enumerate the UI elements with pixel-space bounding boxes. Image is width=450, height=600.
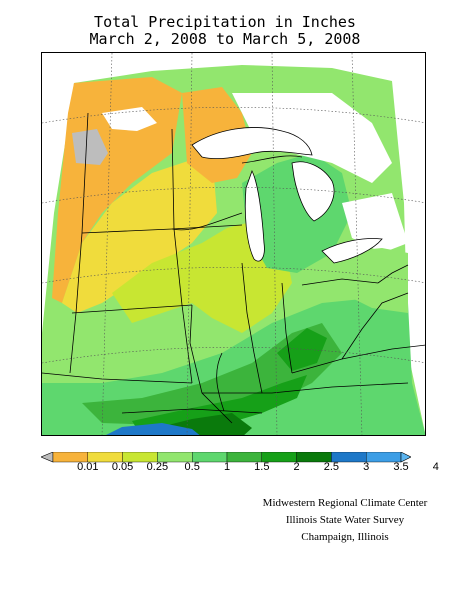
legend-label: 0.25	[146, 461, 169, 473]
legend-label: 1	[223, 461, 231, 473]
legend-label: 2.5	[323, 461, 340, 473]
zone-blue	[106, 423, 200, 435]
zone-darkgreen-east	[277, 328, 327, 371]
credit-organization: Midwestern Regional Climate Center	[262, 497, 428, 509]
border-line	[121, 408, 263, 414]
great-lakes	[191, 127, 383, 264]
graticule-line	[42, 266, 425, 284]
legend-label: 1.5	[254, 461, 270, 473]
graticule-line	[351, 53, 363, 435]
border-line	[42, 372, 193, 384]
border-line	[171, 128, 193, 384]
lake-erie	[321, 238, 383, 264]
credit-survey: Illinois State Water Survey	[285, 514, 405, 526]
zone-gray	[72, 129, 108, 165]
legend-arrow-high	[400, 452, 411, 463]
legend-label: 0.01	[77, 461, 99, 473]
graticule-line	[42, 346, 425, 364]
zone-deepgreen	[132, 375, 307, 435]
lake-huron	[291, 161, 335, 222]
legend-label: 2	[293, 461, 300, 473]
border-line	[341, 292, 409, 360]
lake-michigan	[244, 169, 265, 262]
border-line	[291, 344, 425, 374]
border-line	[377, 264, 409, 284]
border-line	[216, 352, 225, 412]
state-borders	[42, 112, 425, 424]
zone-yellow-west	[62, 153, 217, 313]
border-line	[301, 278, 379, 286]
legend-swatches	[41, 452, 411, 463]
graticule-line	[42, 186, 425, 204]
credit-location: Champaign, Illinois	[301, 531, 389, 543]
graticule-line	[101, 53, 113, 435]
graticule-line	[271, 53, 278, 435]
precipitation-field	[42, 65, 425, 435]
zone-lime-patch	[192, 253, 282, 328]
graticule	[42, 53, 425, 435]
graticule-line	[42, 106, 425, 124]
legend-label: 0.5	[184, 461, 200, 473]
legend-label: 3.5	[393, 461, 409, 473]
border-line	[202, 382, 409, 394]
map-title-line1: Total Precipitation in Inches	[94, 13, 356, 31]
border-line	[241, 262, 263, 394]
lake-superior	[191, 127, 313, 160]
legend-label: 3	[363, 461, 370, 473]
border-line	[171, 212, 243, 231]
border-line	[71, 304, 193, 314]
border-line	[69, 112, 89, 374]
precipitation-map	[41, 52, 426, 436]
color-legend	[41, 452, 411, 463]
border-line	[189, 304, 233, 424]
graticule-line	[186, 53, 193, 435]
legend-label: 0.05	[111, 461, 134, 473]
legend-arrow-low	[41, 452, 54, 463]
zone-white-lakes	[232, 93, 392, 183]
border-line	[281, 282, 293, 374]
zone-green-east	[332, 248, 408, 313]
map-svg	[42, 53, 425, 435]
border-line	[241, 155, 303, 164]
zone-white-east	[342, 193, 408, 253]
map-title-line2: March 2, 2008 to March 5, 2008	[89, 30, 361, 48]
legend-label: 4	[432, 461, 439, 473]
